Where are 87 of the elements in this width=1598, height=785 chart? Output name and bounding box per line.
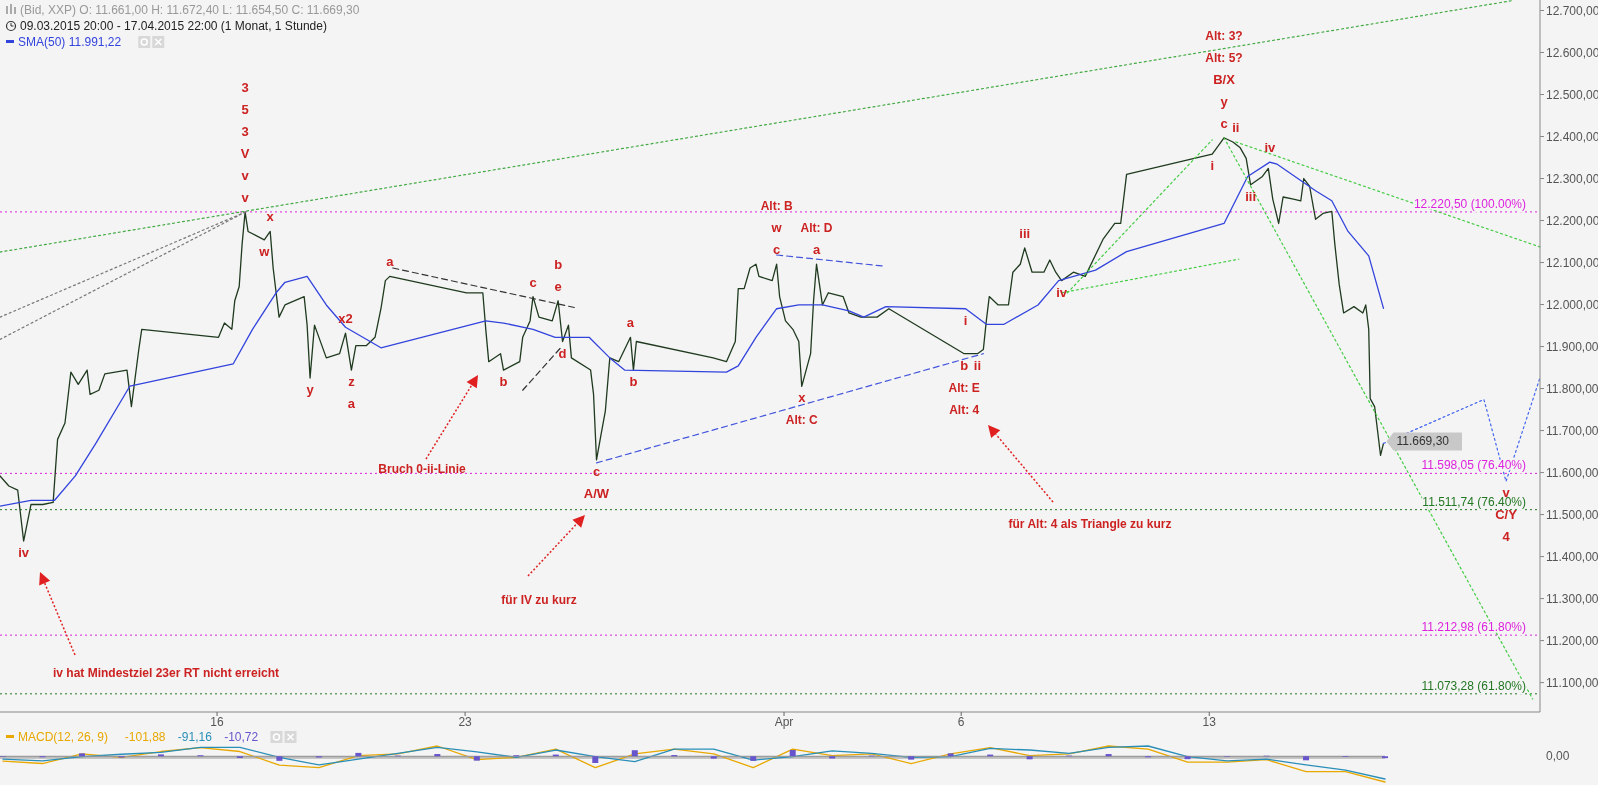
y-tick-label: 12.000,00 bbox=[1546, 297, 1598, 312]
annotation: b bbox=[499, 374, 508, 390]
annotation: a bbox=[386, 254, 395, 270]
y-tick-label: 12.300,00 bbox=[1546, 171, 1598, 186]
y-tick-label: 11.300,00 bbox=[1546, 591, 1598, 606]
annotation: d bbox=[558, 345, 567, 361]
annotation: w bbox=[258, 243, 271, 259]
annotation: a bbox=[812, 242, 821, 258]
annotation: 3 bbox=[241, 124, 249, 140]
annotation: a bbox=[347, 396, 356, 412]
annotation: w bbox=[770, 220, 783, 236]
annotation: Alt: E bbox=[948, 380, 980, 395]
annotation: Alt: 5? bbox=[1205, 50, 1243, 65]
annotation: c bbox=[592, 463, 601, 479]
annotation: Alt: D bbox=[800, 221, 833, 236]
annotation: z bbox=[348, 374, 356, 390]
annotation: 5 bbox=[241, 102, 249, 118]
y-tick-label: 11.900,00 bbox=[1546, 339, 1598, 354]
annotation: für IV zu kurz bbox=[501, 593, 577, 607]
y-tick-label: 11.100,00 bbox=[1546, 675, 1598, 690]
chart-title: (Bid, XXP) O: 11.661,00 H: 11.672,40 L: 11.654,50 C: 11.669,30 bbox=[20, 3, 360, 17]
annotation: B/X bbox=[1213, 71, 1236, 87]
annotation: x2 bbox=[338, 311, 353, 327]
annotation: iii bbox=[1019, 225, 1031, 241]
x-tick-label: Apr bbox=[774, 715, 794, 729]
annotation: x bbox=[798, 390, 807, 406]
x-tick-label: 16 bbox=[210, 715, 225, 729]
annotation: 4 bbox=[1502, 529, 1511, 545]
text: -101,88 bbox=[124, 730, 166, 744]
annotation: a bbox=[626, 315, 635, 331]
annotation: v bbox=[241, 190, 250, 206]
ref-line-label: 11.212,98 (61.80%) bbox=[1421, 620, 1526, 635]
annotation: V bbox=[240, 146, 250, 162]
y-tick-label: 12.400,00 bbox=[1546, 129, 1598, 144]
y-tick-label: 12.500,00 bbox=[1546, 87, 1598, 102]
annotation: c bbox=[1220, 115, 1228, 131]
y-tick-label: 11.600,00 bbox=[1546, 465, 1598, 480]
x-tick-label: 13 bbox=[1202, 715, 1217, 729]
annotation: Alt: B bbox=[760, 199, 793, 214]
annotation: Alt: C bbox=[785, 413, 819, 428]
annotation: iv bbox=[18, 545, 30, 561]
annotation: v bbox=[241, 168, 250, 184]
annotation: iii bbox=[1245, 188, 1257, 204]
y-tick-label: 12.700,00 bbox=[1546, 3, 1598, 18]
text: -91,16 bbox=[177, 730, 213, 744]
annotation: c bbox=[773, 242, 781, 258]
annotation: C/Y bbox=[1495, 507, 1518, 523]
text: 0,00 bbox=[1546, 749, 1570, 764]
annotation: x bbox=[266, 209, 275, 225]
x-tick-label: 23 bbox=[458, 715, 473, 729]
annotation: Bruch 0-ii-Linie bbox=[378, 462, 466, 476]
y-tick-label: 11.200,00 bbox=[1546, 633, 1598, 648]
annotation: für Alt: 4 als Triangle zu kurz bbox=[1008, 517, 1172, 531]
annotation: ii bbox=[1232, 119, 1240, 135]
annotation: 3 bbox=[241, 80, 249, 96]
annotation: y bbox=[306, 382, 315, 398]
annotation: iv hat Mindestziel 23er RT nicht erreicht bbox=[52, 666, 280, 680]
annotation: ii bbox=[973, 357, 982, 373]
y-tick-label: 12.200,00 bbox=[1546, 213, 1598, 228]
annotation: y bbox=[1220, 93, 1229, 109]
annotation: iv bbox=[1264, 140, 1276, 156]
y-tick-label: 11.500,00 bbox=[1546, 507, 1598, 522]
y-tick-label: 11.400,00 bbox=[1546, 549, 1598, 564]
annotation: i bbox=[963, 312, 968, 328]
y-tick-label: 12.600,00 bbox=[1546, 45, 1598, 60]
annotation: b bbox=[629, 374, 638, 390]
annotation: Alt: 4 bbox=[949, 402, 980, 417]
text: -10,72 bbox=[224, 730, 259, 744]
annotation: A/W bbox=[583, 485, 610, 501]
y-tick-label: 11.700,00 bbox=[1546, 423, 1598, 438]
annotation: b bbox=[960, 357, 969, 373]
y-tick-label: 12.100,00 bbox=[1546, 255, 1598, 270]
annotation: iv bbox=[1056, 284, 1068, 300]
annotation: i bbox=[1210, 158, 1215, 174]
annotation: c bbox=[529, 274, 537, 290]
annotation: b bbox=[554, 256, 563, 272]
annotation: Alt: 3? bbox=[1205, 28, 1243, 43]
data-label: 11.669,30 bbox=[1396, 434, 1450, 449]
ref-line-label: 12.220,50 (100.00%) bbox=[1413, 196, 1526, 211]
y-tick-label: 11.800,00 bbox=[1546, 381, 1598, 396]
ref-line-label: 11.598,05 (76.40%) bbox=[1421, 458, 1526, 473]
x-tick-label: 6 bbox=[957, 715, 965, 729]
legend-label: MACD(12, 26, 9) bbox=[18, 730, 109, 744]
ref-line-label: 11.073,28 (61.80%) bbox=[1421, 678, 1526, 693]
annotation: e bbox=[554, 278, 562, 294]
text: 09.03.2015 20:00 - 17.04.2015 22:00 (1 Monat, 1 Stunde) bbox=[20, 19, 327, 33]
legend-label: SMA(50) 11.991,22 bbox=[18, 35, 122, 49]
